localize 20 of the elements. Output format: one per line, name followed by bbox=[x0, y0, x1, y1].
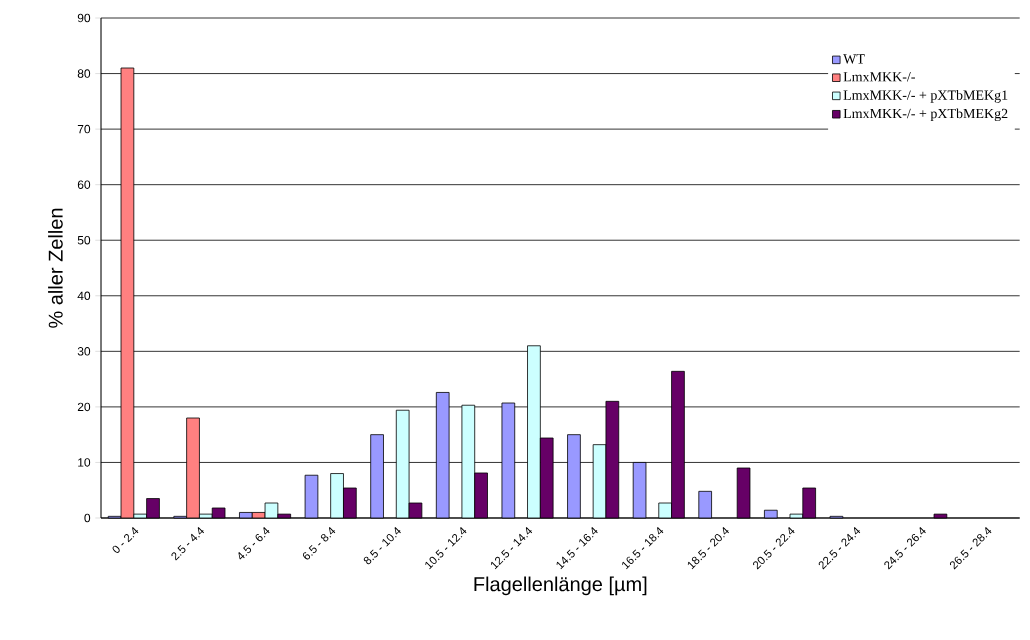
legend-label: LmxMKK-/- + pXTbMEKg2 bbox=[843, 108, 1008, 122]
y-axis-title: % aller Zellen bbox=[48, 208, 63, 328]
y-tick-label: 50 bbox=[77, 235, 91, 245]
x-tick-label: 6.5 - 8.4 bbox=[302, 527, 336, 560]
y-tick-label: 0 bbox=[84, 513, 91, 523]
y-tick-label: 10 bbox=[78, 458, 91, 467]
x-tick-label: 0 - 2.4 bbox=[112, 527, 139, 553]
y-tick-label: 70 bbox=[77, 124, 91, 134]
y-tick-label: 80 bbox=[77, 69, 91, 78]
x-tick-label: 2.5 - 4.4 bbox=[171, 527, 205, 561]
y-tick-label: 20 bbox=[77, 402, 91, 412]
legend-label: WT bbox=[843, 54, 865, 64]
legend-label: LmxMKK-/- bbox=[843, 72, 915, 82]
y-tick-label: 30 bbox=[77, 347, 91, 356]
y-tick-label: 90 bbox=[77, 13, 91, 23]
y-tick-label: 40 bbox=[77, 291, 91, 301]
x-axis-title: Flagellenlänge [µm] bbox=[474, 576, 647, 596]
y-tick-label: 60 bbox=[77, 180, 91, 189]
x-tick-label: 4.5 - 6.4 bbox=[238, 527, 270, 560]
legend-label: LmxMKK-/- + pXTbMEKg1 bbox=[843, 90, 1008, 103]
